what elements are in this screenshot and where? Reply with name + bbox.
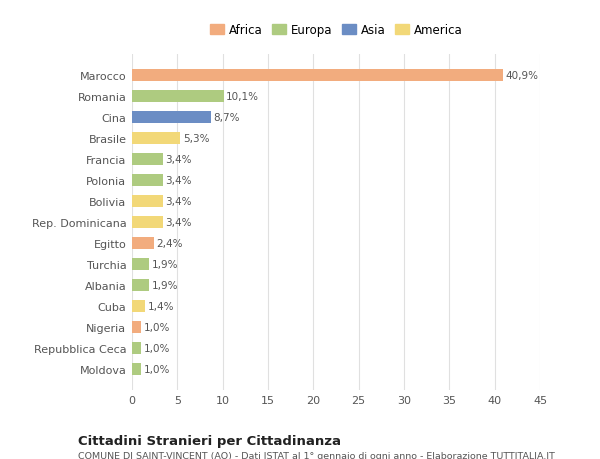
Bar [132,364,141,375]
Bar [132,154,163,166]
Text: 3,4%: 3,4% [166,176,192,186]
Bar [132,342,141,354]
Text: 8,7%: 8,7% [214,113,240,123]
Text: 1,0%: 1,0% [144,364,170,374]
Text: COMUNE DI SAINT-VINCENT (AO) - Dati ISTAT al 1° gennaio di ogni anno - Elaborazi: COMUNE DI SAINT-VINCENT (AO) - Dati ISTA… [78,451,555,459]
Bar [132,238,154,249]
Bar [132,280,149,291]
Text: 5,3%: 5,3% [183,134,209,144]
Text: 1,9%: 1,9% [152,280,178,291]
Bar [132,112,211,123]
Bar [132,259,149,270]
Text: 3,4%: 3,4% [166,197,192,207]
Text: 2,4%: 2,4% [157,239,183,248]
Bar [132,217,163,229]
Text: 10,1%: 10,1% [226,92,259,102]
Bar [132,322,141,333]
Bar [132,133,180,145]
Text: 3,4%: 3,4% [166,218,192,228]
Text: 1,9%: 1,9% [152,259,178,269]
Bar [132,301,145,312]
Bar [132,91,224,103]
Text: 1,4%: 1,4% [148,302,174,311]
Legend: Africa, Europa, Asia, America: Africa, Europa, Asia, America [206,21,466,41]
Text: 3,4%: 3,4% [166,155,192,165]
Text: 40,9%: 40,9% [506,71,539,81]
Bar [132,175,163,186]
Bar [132,196,163,207]
Text: 1,0%: 1,0% [144,343,170,353]
Bar [132,70,503,82]
Text: 1,0%: 1,0% [144,322,170,332]
Text: Cittadini Stranieri per Cittadinanza: Cittadini Stranieri per Cittadinanza [78,434,341,447]
